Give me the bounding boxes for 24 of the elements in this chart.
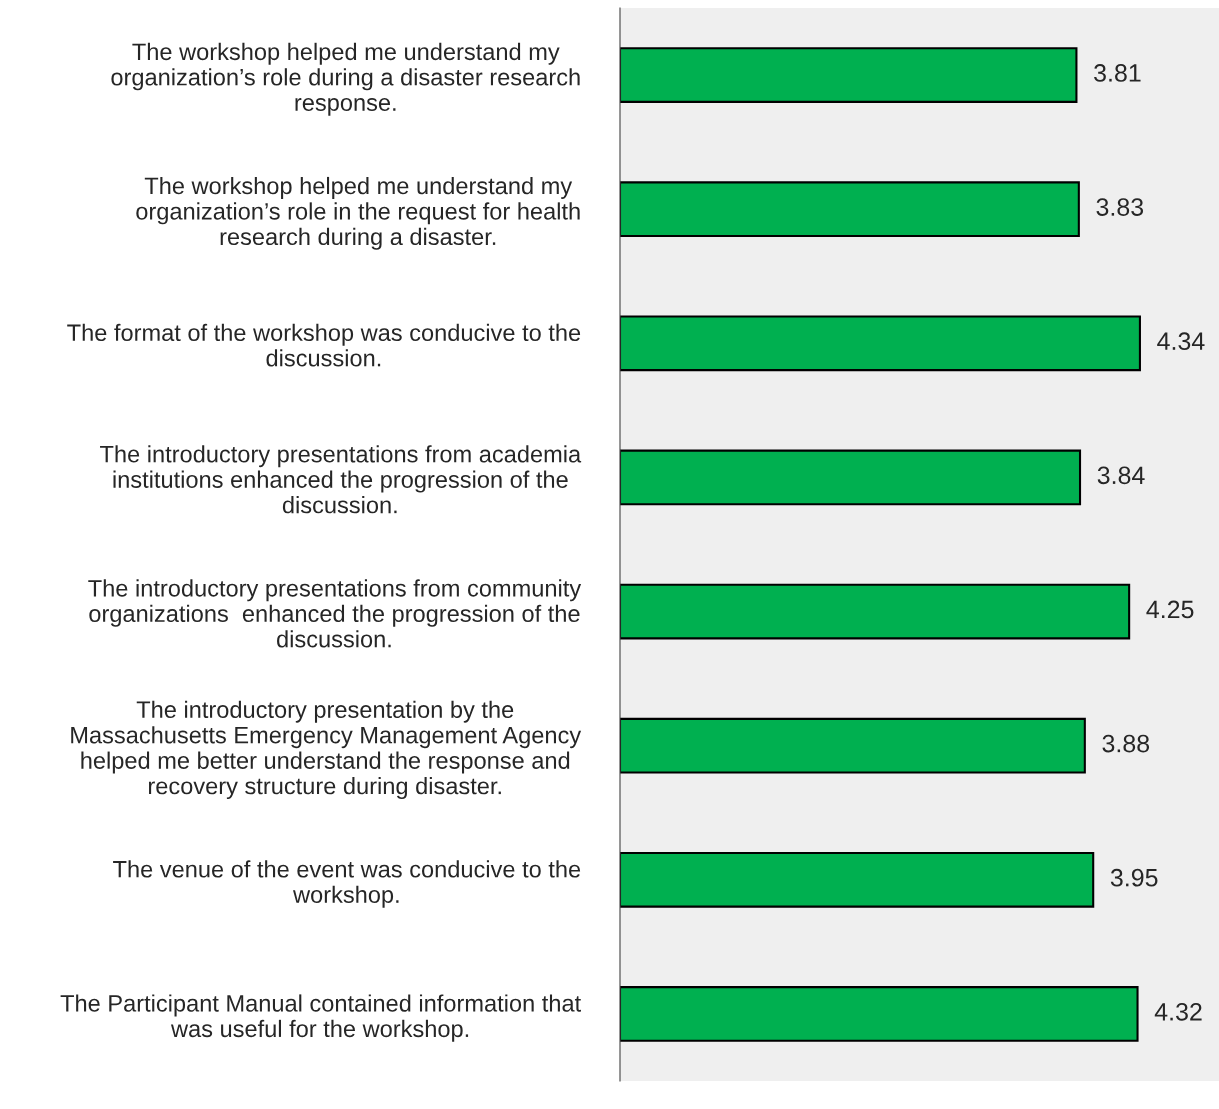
data-label: 4.25 [1146, 600, 1194, 619]
bar [620, 181, 1080, 238]
data-label: 3.83 [1096, 198, 1144, 216]
data-label: 4.34 [1157, 332, 1205, 351]
bar [620, 583, 1131, 640]
bar [620, 47, 1078, 103]
bar [620, 986, 1139, 1042]
y-tick-label: The venue of the event was conducive to the workshop. [113, 860, 581, 908]
data-label: 3.81 [1094, 64, 1141, 82]
y-tick-label: The introductory presentation by the Massachusetts Emergency Management Agency helped me better understand the response and recovery structure during disaster. [71, 700, 582, 799]
data-label: 4.32 [1154, 1002, 1202, 1021]
y-tick-label: The workshop helped me understand my organization’s role during a disaster research response. [111, 42, 580, 116]
bar [620, 449, 1082, 506]
y-tick-label: The workshop helped me understand my organization’s role in the request for health research during a disaster. [136, 176, 580, 250]
data-label: 3.88 [1102, 734, 1150, 753]
y-tick-label: The Participant Manual contained information that was useful for the workshop. [60, 994, 581, 1042]
bar [620, 717, 1086, 774]
data-label: 3.84 [1097, 466, 1145, 485]
bar [620, 315, 1141, 372]
data-label: 3.95 [1110, 868, 1158, 887]
y-tick-label: The introductory presentations from community organizations enhanced the progression of the discussion. [88, 579, 582, 648]
y-tick-label: The introductory presentations from academia institutions enhanced the progression of the discussion. [100, 445, 582, 514]
y-tick-label: The format of the workshop was conducive to the discussion. [67, 323, 581, 367]
bar [620, 851, 1095, 908]
